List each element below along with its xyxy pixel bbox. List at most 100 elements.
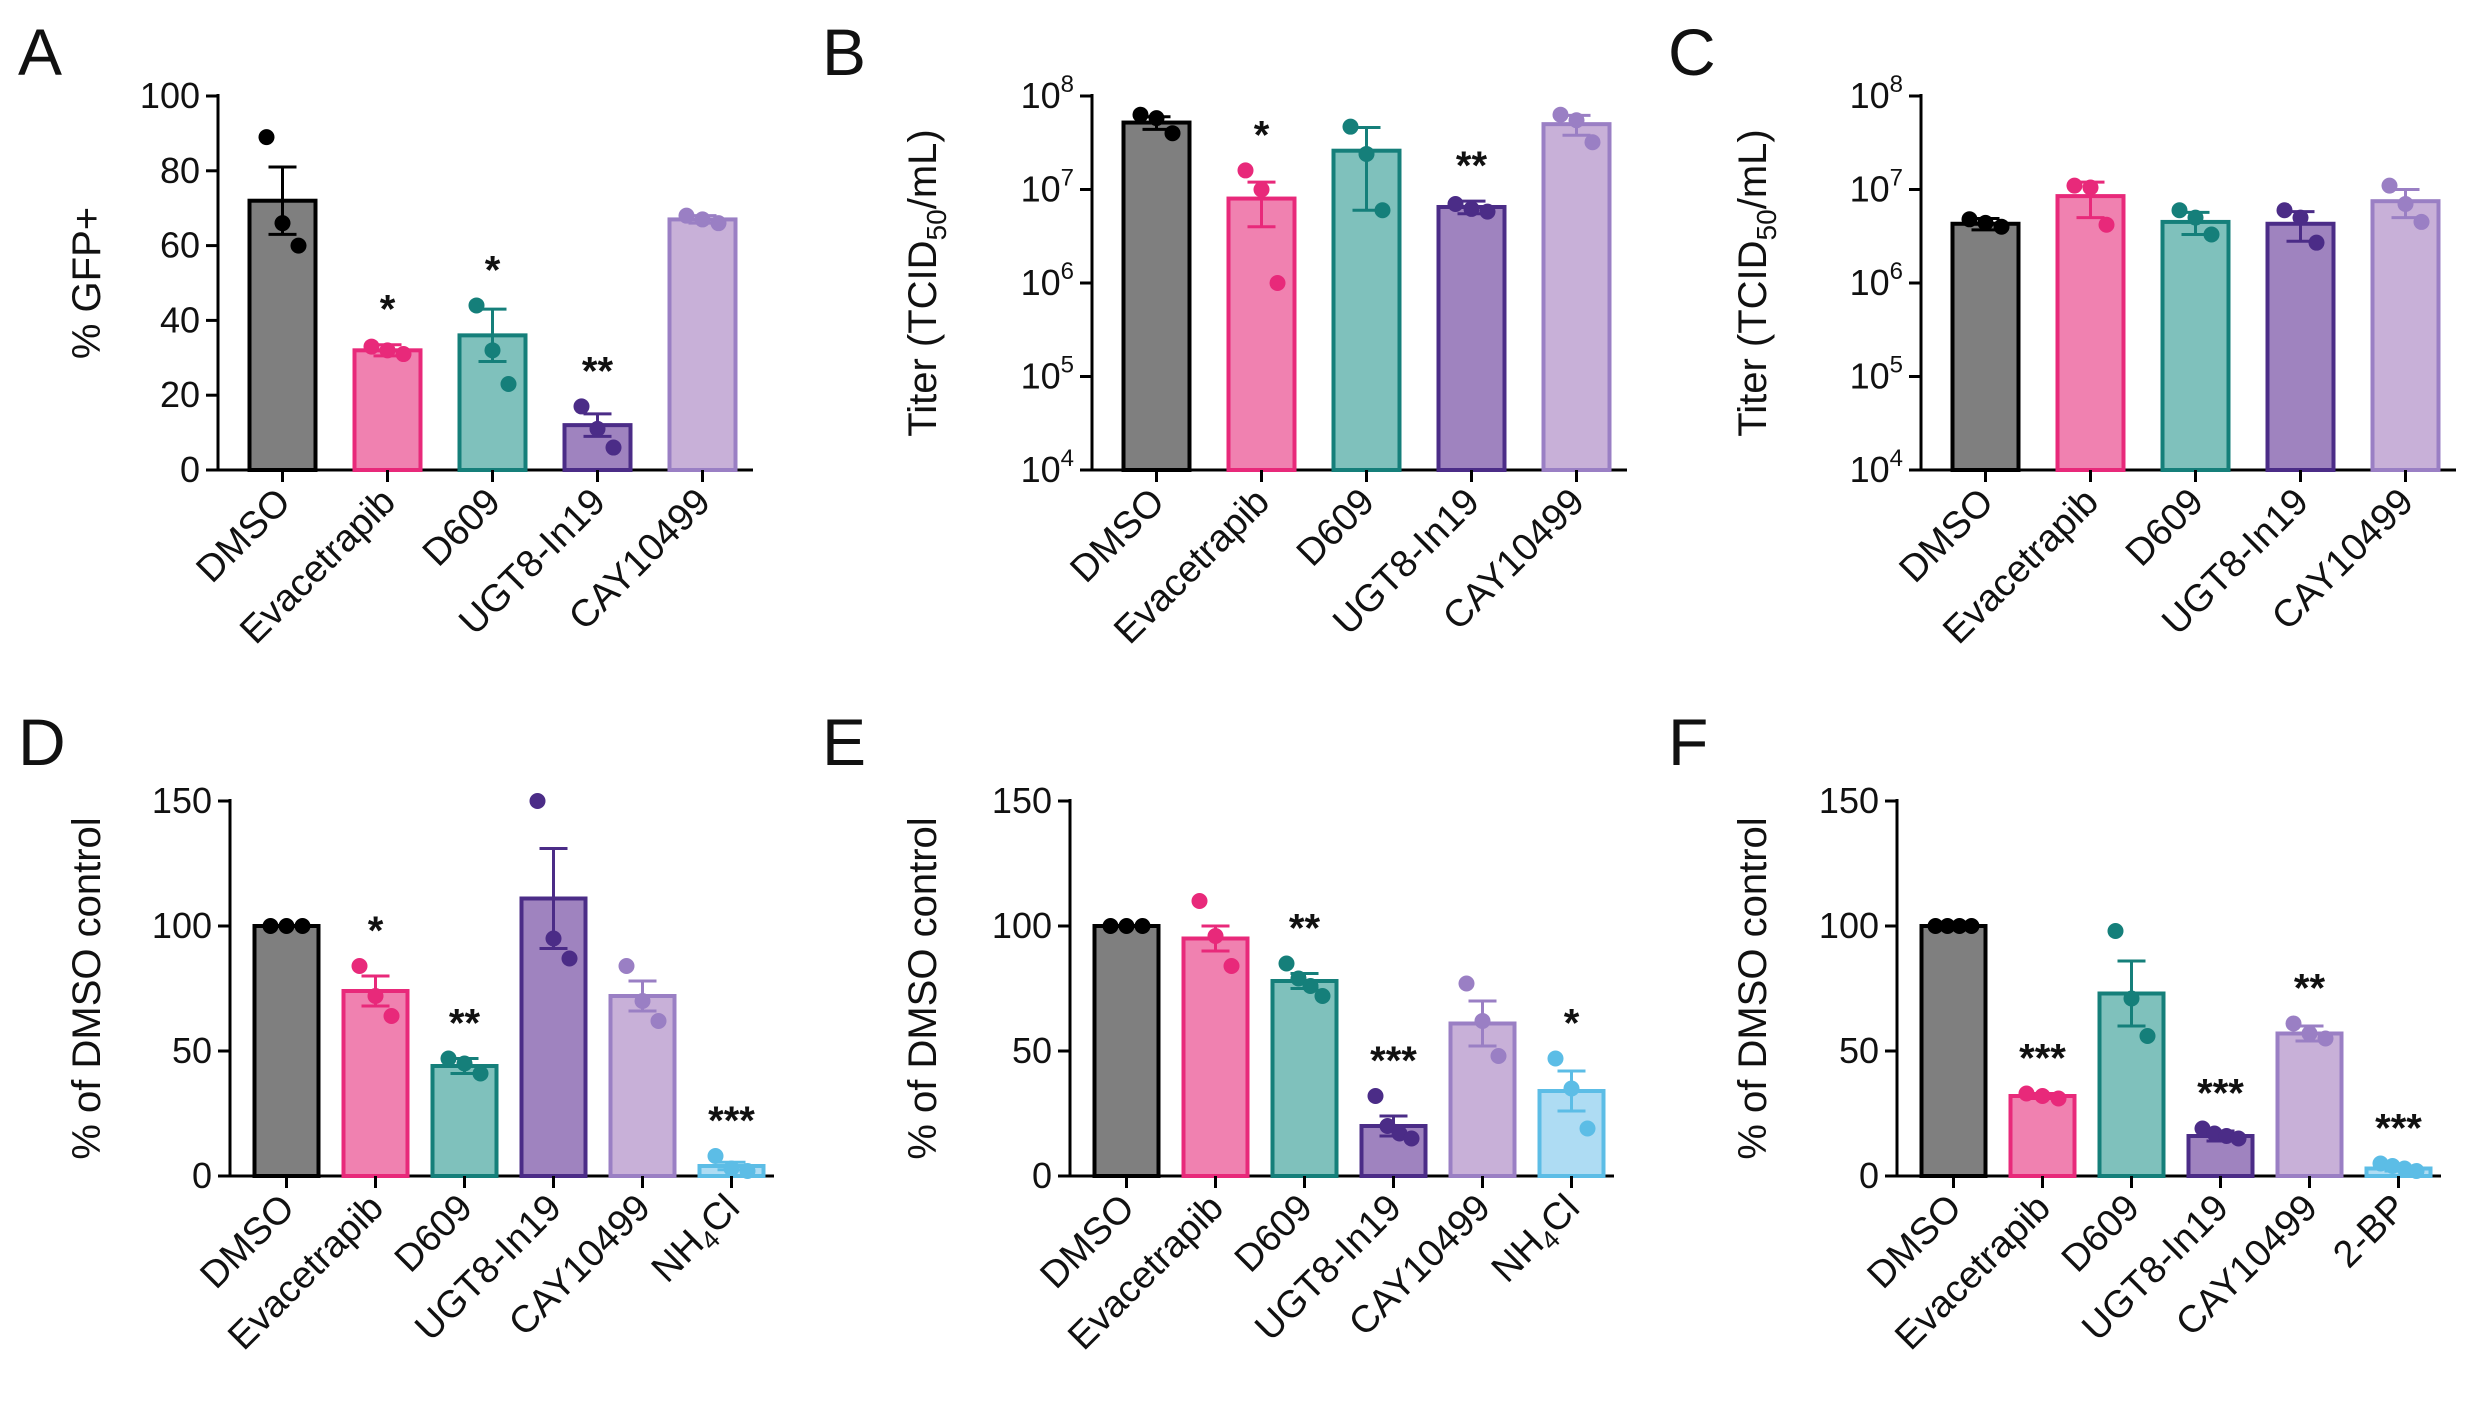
- significance-label: **: [449, 1002, 481, 1046]
- data-point: [1314, 988, 1331, 1004]
- y-tick-label: 80: [160, 150, 200, 191]
- data-point: [2050, 1090, 2067, 1107]
- bar-cay10499: [1448, 1021, 1517, 1178]
- data-point: [1118, 918, 1135, 934]
- significance-label: ***: [708, 1099, 755, 1143]
- y-tick-label: 0: [1859, 1155, 1879, 1196]
- y-tick-label: 107: [1850, 165, 1903, 210]
- y-tick-label: 100: [1819, 905, 1879, 946]
- data-point: [1358, 145, 1375, 162]
- y-tick-label: 50: [172, 1030, 212, 1071]
- y-tick-label: 20: [160, 374, 200, 415]
- data-point: [1290, 970, 1307, 987]
- data-point: [2034, 1088, 2051, 1104]
- y-tick-label: 108: [1021, 71, 1074, 116]
- panel-letter: F: [1668, 705, 1708, 779]
- data-point: [561, 950, 578, 967]
- data-point: [1391, 1125, 1408, 1142]
- bar-evacetrapib: [352, 348, 423, 473]
- data-point: [2203, 226, 2220, 243]
- bar-ugt8-in19: [1436, 204, 1507, 472]
- significance-label: **: [1289, 907, 1321, 951]
- data-point: [1939, 918, 1956, 934]
- data-point: [2018, 1085, 2035, 1102]
- data-point: [1479, 203, 1496, 220]
- y-tick-label: 0: [1032, 1155, 1052, 1196]
- data-point: [1463, 200, 1480, 217]
- data-point: [1961, 211, 1978, 228]
- data-point: [395, 346, 412, 363]
- data-point: [1134, 918, 1151, 934]
- data-point: [1579, 1120, 1596, 1137]
- panel-letter: E: [822, 705, 866, 779]
- data-point: [1458, 975, 1475, 992]
- significance-label: ***: [2019, 1037, 2066, 1081]
- data-point: [472, 1065, 489, 1082]
- data-point: [1269, 275, 1286, 291]
- data-point: [294, 918, 311, 934]
- data-point: [2218, 1128, 2235, 1144]
- data-point: [290, 237, 307, 254]
- data-point: [351, 958, 368, 974]
- significance-label: **: [582, 349, 614, 393]
- data-point: [1490, 1048, 1507, 1064]
- data-point: [2230, 1130, 2247, 1147]
- y-tick-label: 150: [992, 780, 1052, 821]
- data-point: [1993, 218, 2010, 235]
- y-tick-label: 104: [1850, 445, 1903, 490]
- y-axis-label: Titer (TCID50/mL): [1731, 129, 1782, 436]
- y-tick-label: 0: [192, 1155, 212, 1196]
- data-point: [1552, 106, 1569, 123]
- data-point: [529, 793, 546, 809]
- panel-letter: C: [1668, 15, 1716, 89]
- data-point: [1223, 958, 1240, 974]
- data-point: [379, 342, 396, 359]
- y-tick-label: 106: [1021, 258, 1074, 303]
- data-point: [1374, 202, 1391, 219]
- data-point: [258, 129, 275, 146]
- bar-d609: [430, 1064, 499, 1178]
- y-tick-label: 50: [1839, 1030, 1879, 1071]
- y-tick-label: 105: [1021, 352, 1074, 397]
- y-tick-label: 40: [160, 299, 200, 340]
- data-point: [2372, 1155, 2389, 1172]
- data-point: [468, 297, 485, 314]
- data-point: [274, 215, 291, 232]
- data-point: [2396, 1160, 2413, 1177]
- significance-label: *: [485, 248, 501, 292]
- y-axis-label: Titer (TCID50/mL): [901, 129, 952, 436]
- data-point: [363, 338, 380, 355]
- y-tick-label: 100: [992, 905, 1052, 946]
- data-point: [440, 1050, 457, 1067]
- data-point: [589, 420, 606, 437]
- data-point: [2066, 177, 2083, 194]
- data-point: [2384, 1158, 2401, 1174]
- significance-label: ***: [1370, 1039, 1417, 1083]
- x-tick-label: D609: [415, 481, 509, 575]
- data-point: [1977, 214, 1994, 231]
- bar-dmso: [1950, 221, 2021, 472]
- y-tick-label: 105: [1850, 352, 1903, 397]
- data-point: [367, 988, 384, 1004]
- data-point: [678, 207, 695, 224]
- x-tick-label: 2-BP: [2325, 1187, 2414, 1276]
- y-tick-label: 150: [152, 780, 212, 821]
- bar-cay10499: [2370, 199, 2441, 473]
- bar-cay10499: [1541, 122, 1612, 472]
- data-point: [1132, 106, 1149, 123]
- y-tick-label: 100: [140, 75, 200, 116]
- data-point: [723, 1160, 740, 1177]
- data-point: [1237, 162, 1254, 179]
- data-point: [605, 439, 622, 456]
- data-point: [1547, 1050, 1564, 1067]
- bar-dmso: [1121, 120, 1192, 473]
- data-point: [1403, 1130, 1420, 1147]
- data-point: [1584, 134, 1601, 151]
- bar-cay10499: [2275, 1031, 2344, 1178]
- y-tick-label: 107: [1021, 165, 1074, 210]
- panel-letter: D: [18, 705, 66, 779]
- bar-dmso: [1919, 924, 1988, 1178]
- data-point: [2206, 1125, 2223, 1142]
